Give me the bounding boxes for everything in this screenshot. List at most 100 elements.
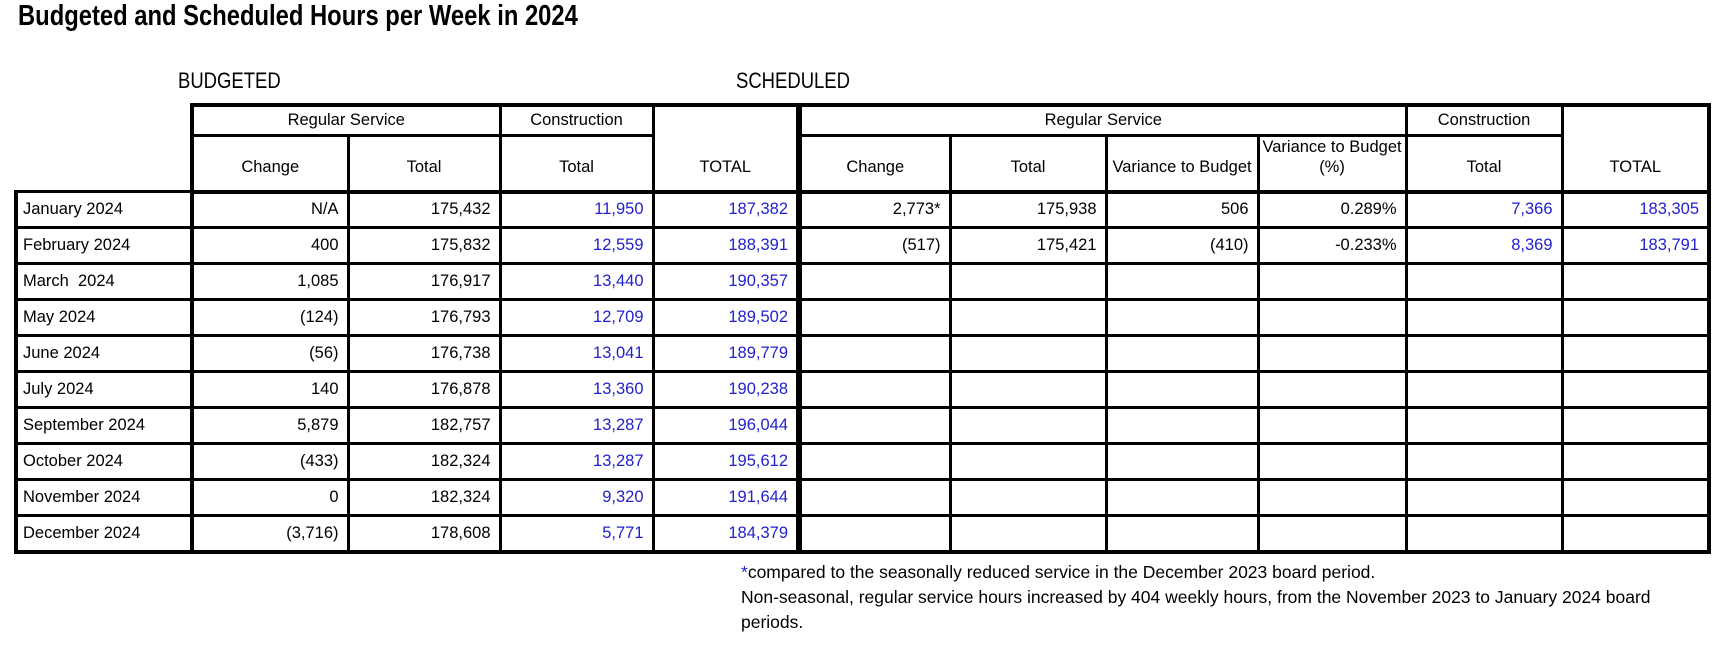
budgeted-change-cell: 140 <box>190 370 350 409</box>
scheduled-construction-total-cell: 8,369 <box>1404 226 1564 265</box>
page-title: Budgeted and Scheduled Hours per Week in… <box>18 0 578 32</box>
table-row: June 2024 (56) 176,738 13,041 189,779 <box>14 334 1712 373</box>
hours-table: Regular Service Construction TOTAL Regul… <box>14 103 1712 554</box>
table-row: October 2024 (433) 182,324 13,287 195,612 <box>14 442 1712 481</box>
budgeted-section-label: BUDGETED <box>178 68 281 93</box>
scheduled-variance-pct-cell <box>1256 442 1408 481</box>
budgeted-construction-header: Construction <box>498 103 655 137</box>
scheduled-total-header: TOTAL <box>1560 103 1712 194</box>
budgeted-construction-total-cell: 13,287 <box>498 442 655 481</box>
scheduled-variance-pct-cell <box>1256 514 1408 554</box>
table-row: September 2024 5,879 182,757 13,287 196,044 <box>14 406 1712 445</box>
scheduled-total-subheader: Total <box>948 133 1108 194</box>
month-cell: November 2024 <box>14 478 194 517</box>
month-cell: January 2024 <box>14 190 194 229</box>
budgeted-construction-total-cell: 9,320 <box>498 478 655 517</box>
scheduled-total-cell <box>948 298 1108 337</box>
budgeted-grand-total-cell: 189,779 <box>651 334 801 373</box>
budgeted-total-cell: 182,324 <box>346 442 502 481</box>
scheduled-change-cell <box>796 442 952 481</box>
month-cell: July 2024 <box>14 370 194 409</box>
table-row: January 2024 N/A 175,432 11,950 187,382 2,773… <box>14 190 1712 229</box>
scheduled-grand-total-cell <box>1560 298 1712 337</box>
scheduled-variance-pct-cell <box>1256 298 1408 337</box>
month-cell: May 2024 <box>14 298 194 337</box>
footnote-line-2: Non-seasonal, regular service hours incr… <box>741 587 1651 632</box>
month-cell: October 2024 <box>14 442 194 481</box>
budgeted-total-subheader: Total <box>346 133 502 194</box>
table-body: January 2024 N/A 175,432 11,950 187,382 2,773… <box>14 190 1712 554</box>
scheduled-construction-total-cell <box>1404 370 1564 409</box>
scheduled-grand-total-cell <box>1560 478 1712 517</box>
footnote-line-1: *compared to the seasonally reduced serv… <box>741 562 1376 582</box>
budgeted-grand-total-cell: 190,238 <box>651 370 801 409</box>
scheduled-change-cell: 2,773* <box>796 190 952 229</box>
scheduled-construction-header: Construction <box>1404 103 1564 137</box>
scheduled-variance-pct-cell <box>1256 334 1408 373</box>
scheduled-total-cell <box>948 442 1108 481</box>
scheduled-grand-total-cell: 183,305 <box>1560 190 1712 229</box>
scheduled-section-label: SCHEDULED <box>736 68 850 93</box>
scheduled-construction-total-cell <box>1404 334 1564 373</box>
budgeted-regular-service-header: Regular Service <box>189 103 502 137</box>
budgeted-change-cell: 0 <box>190 478 350 517</box>
table-row: July 2024 140 176,878 13,360 190,238 <box>14 370 1712 409</box>
budgeted-grand-total-cell: 190,357 <box>651 262 801 301</box>
budgeted-grand-total-cell: 189,502 <box>651 298 801 337</box>
scheduled-change-subheader: Change <box>796 133 952 194</box>
budgeted-change-subheader: Change <box>190 133 350 194</box>
scheduled-construction-total-cell <box>1404 406 1564 445</box>
budgeted-construction-total-cell: 13,287 <box>498 406 655 445</box>
scheduled-change-cell <box>796 262 952 301</box>
scheduled-variance-subheader: Variance to Budget <box>1104 133 1260 194</box>
table-row: December 2024 (3,716) 178,608 5,771 184,379 <box>14 514 1712 554</box>
scheduled-grand-total-cell <box>1560 442 1712 481</box>
budgeted-total-cell: 176,738 <box>346 334 502 373</box>
scheduled-change-cell <box>796 334 952 373</box>
budgeted-construction-total-cell: 12,559 <box>498 226 655 265</box>
scheduled-change-cell <box>796 370 952 409</box>
scheduled-construction-total-cell: 7,366 <box>1404 190 1564 229</box>
month-cell: February 2024 <box>14 226 194 265</box>
scheduled-change-cell <box>796 406 952 445</box>
budgeted-total-cell: 176,917 <box>346 262 502 301</box>
month-cell: December 2024 <box>14 514 194 554</box>
month-header-spacer <box>16 105 192 192</box>
scheduled-variance-cell <box>1104 478 1260 517</box>
month-cell: March 2024 <box>14 262 194 301</box>
budgeted-construction-total-cell: 5,771 <box>498 514 655 554</box>
scheduled-total-cell <box>948 478 1108 517</box>
budgeted-change-cell: (124) <box>190 298 350 337</box>
scheduled-variance-cell: (410) <box>1104 226 1260 265</box>
scheduled-change-cell: (517) <box>796 226 952 265</box>
budgeted-total-header: TOTAL <box>651 103 801 194</box>
scheduled-regular-service-header: Regular Service <box>796 103 1408 137</box>
scheduled-total-cell: 175,421 <box>948 226 1108 265</box>
scheduled-total-cell <box>948 334 1108 373</box>
scheduled-variance-pct-cell <box>1256 262 1408 301</box>
scheduled-variance-cell <box>1104 406 1260 445</box>
scheduled-change-cell <box>796 298 952 337</box>
budgeted-grand-total-cell: 191,644 <box>651 478 801 517</box>
budgeted-change-cell: N/A <box>190 190 350 229</box>
scheduled-construction-total-cell <box>1404 298 1564 337</box>
scheduled-variance-pct-cell <box>1256 370 1408 409</box>
budgeted-grand-total-cell: 196,044 <box>651 406 801 445</box>
budgeted-total-cell: 175,832 <box>346 226 502 265</box>
scheduled-variance-pct-cell: 0.289% <box>1256 190 1408 229</box>
scheduled-change-cell <box>796 514 952 554</box>
scheduled-variance-pct-cell <box>1256 406 1408 445</box>
scheduled-variance-cell <box>1104 442 1260 481</box>
budgeted-grand-total-cell: 184,379 <box>651 514 801 554</box>
table-row: February 2024 400 175,832 12,559 188,391 (517… <box>14 226 1712 265</box>
budgeted-construction-total-cell: 13,360 <box>498 370 655 409</box>
budgeted-construction-total-cell: 12,709 <box>498 298 655 337</box>
budgeted-grand-total-cell: 187,382 <box>651 190 801 229</box>
scheduled-grand-total-cell <box>1560 406 1712 445</box>
budgeted-construction-total-cell: 11,950 <box>498 190 655 229</box>
budgeted-change-cell: (3,716) <box>190 514 350 554</box>
budgeted-construction-total-subheader: Total <box>498 133 655 194</box>
scheduled-construction-total-cell <box>1404 514 1564 554</box>
budgeted-grand-total-cell: 188,391 <box>651 226 801 265</box>
scheduled-grand-total-cell <box>1560 334 1712 373</box>
